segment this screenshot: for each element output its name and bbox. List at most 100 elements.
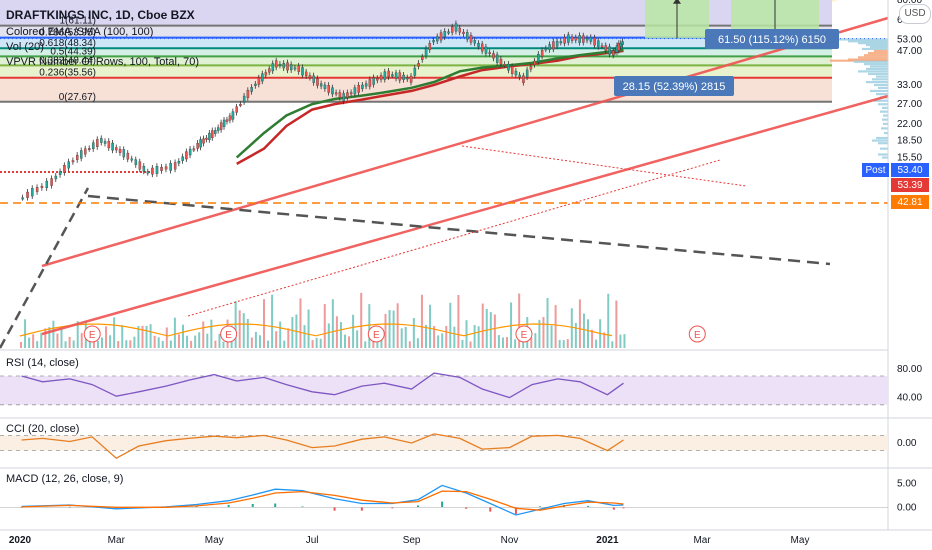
candle-body: [510, 66, 514, 74]
candle-body: [537, 53, 540, 62]
volume-bar: [283, 340, 286, 348]
volume-bar: [323, 304, 326, 348]
time-tick-label: Jul: [306, 535, 319, 546]
earnings-marker: [83, 325, 101, 343]
volume-bar: [501, 337, 504, 348]
volume-bar: [32, 334, 35, 348]
volume-bar: [570, 308, 573, 348]
earnings-marker-label: E: [225, 330, 232, 341]
volume-bar: [105, 326, 108, 348]
candle-body: [126, 152, 130, 160]
candle-body: [142, 165, 146, 172]
candle-body: [466, 32, 469, 40]
candle-body: [118, 148, 122, 153]
candle-body: [361, 84, 364, 89]
vpvr-bar: [862, 47, 888, 51]
panel-tick-label: 40.00: [897, 393, 922, 404]
candle-body: [597, 40, 600, 47]
volume-bar: [360, 292, 363, 348]
dotted-trendline: [187, 159, 721, 317]
volume-bar: [177, 334, 180, 348]
price-tick-label: 22.00: [897, 119, 922, 130]
earnings-marker-label: E: [521, 330, 528, 341]
volume-bar: [384, 313, 387, 348]
candle-body: [130, 158, 134, 161]
candle-body: [278, 64, 282, 66]
candle-body: [578, 35, 581, 43]
volume-bar: [352, 314, 355, 348]
candle-body: [619, 43, 623, 47]
price-tick-label: 33.00: [897, 80, 922, 91]
volume-bar: [218, 333, 221, 348]
volume-bar: [72, 340, 75, 348]
vpvr-bar: [828, 38, 888, 41]
earnings-marker-label: E: [89, 330, 96, 341]
candle-body: [54, 175, 58, 180]
time-tick-label: Mar: [693, 535, 711, 546]
vpvr-bar: [864, 63, 888, 66]
fib-zone: [0, 37, 832, 49]
candle-body: [368, 79, 372, 87]
volume-bar: [250, 337, 253, 348]
volume-bar: [465, 320, 468, 348]
candle-body: [391, 74, 394, 77]
candle-body: [499, 58, 503, 65]
volume-bar: [206, 333, 209, 348]
time-tick-label: May: [205, 535, 224, 546]
candle-body: [134, 159, 138, 165]
candle-body: [424, 48, 428, 57]
volume-bar: [578, 299, 581, 348]
volume-bar: [64, 341, 67, 348]
volume-bar: [493, 314, 496, 348]
candle-body: [443, 31, 447, 38]
candle-body: [383, 71, 387, 80]
candle-body: [231, 111, 235, 120]
volume-bar: [461, 339, 464, 348]
macd-histogram-bar: [441, 501, 444, 508]
volume-bar: [530, 337, 533, 348]
candle-body: [484, 46, 488, 54]
volume-bar: [254, 331, 257, 348]
candle-body: [376, 78, 379, 81]
candle-body: [567, 34, 570, 43]
measurement-label: 61.50 (115.12%) 6150: [718, 34, 826, 46]
candle-body: [379, 75, 383, 80]
candle-body: [26, 191, 29, 198]
post-market-tag: Post: [865, 165, 885, 176]
candle-body: [327, 85, 330, 93]
volume-bar: [137, 325, 140, 348]
volume-bar: [574, 322, 577, 348]
vpvr-bar: [883, 122, 888, 126]
candle-body: [173, 162, 177, 170]
fib-zone: [0, 48, 832, 57]
currency-toggle-button[interactable]: USD: [899, 4, 931, 24]
candle-body: [473, 40, 477, 44]
candle-body: [563, 37, 566, 44]
candle-body: [559, 41, 563, 44]
candle-body: [338, 92, 342, 98]
volume-bar: [420, 294, 423, 348]
candle-body: [417, 63, 420, 67]
candle-body: [394, 72, 398, 79]
candle-body: [552, 41, 555, 50]
macd-histogram-bar: [489, 507, 492, 512]
volume-bar: [56, 333, 59, 348]
volume-bar: [20, 342, 22, 348]
panel-band: [0, 376, 888, 405]
candle-body: [454, 23, 458, 32]
price-axis-tag-label: 42.81: [897, 197, 922, 208]
macd-histogram-bar: [622, 507, 625, 509]
volume-bar: [348, 336, 351, 348]
volume-bar: [222, 341, 225, 348]
price-axis-tag: [891, 195, 929, 209]
panel-tick-label: 5.00: [897, 479, 917, 490]
candle-body: [319, 83, 323, 87]
fib-level-label: 0.618(48.34): [39, 38, 96, 49]
volume-bar: [157, 337, 160, 348]
macd-histogram-bar: [274, 503, 277, 508]
volume-bar: [441, 333, 444, 348]
candle-body: [398, 72, 402, 81]
candle-body: [387, 70, 390, 77]
volume-bar: [141, 325, 144, 348]
